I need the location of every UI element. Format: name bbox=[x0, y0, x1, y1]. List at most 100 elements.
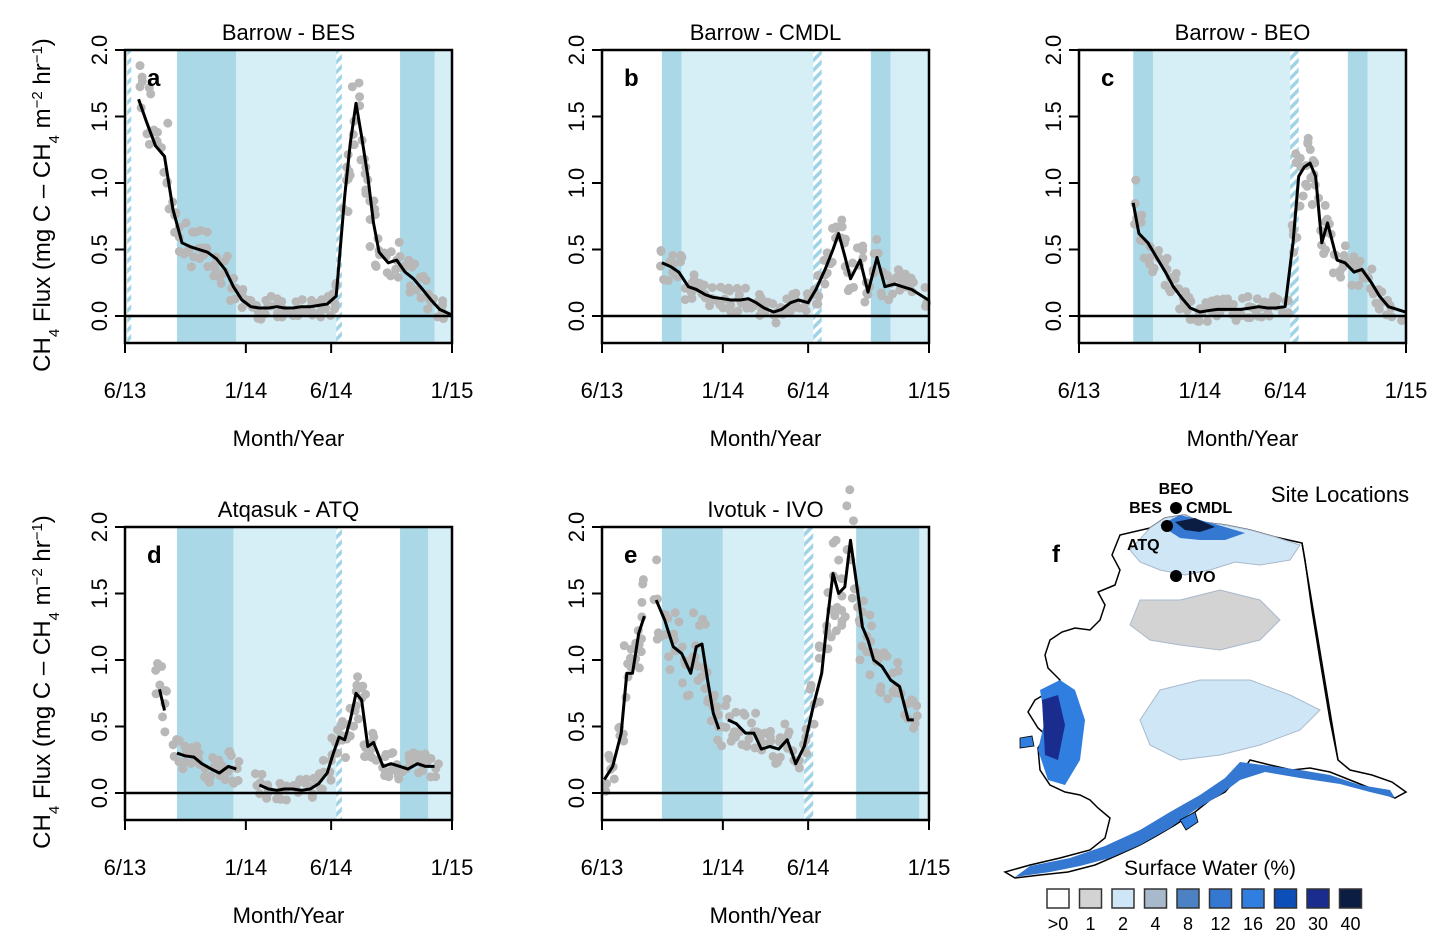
legend-swatch bbox=[1241, 888, 1265, 909]
data-point bbox=[751, 708, 761, 718]
data-point bbox=[680, 295, 690, 305]
data-point bbox=[1367, 264, 1377, 274]
season-band-4 bbox=[890, 50, 929, 343]
data-point bbox=[895, 268, 905, 278]
data-point bbox=[137, 72, 147, 82]
data-point bbox=[707, 283, 717, 293]
data-point bbox=[144, 139, 154, 149]
season-band-5 bbox=[434, 50, 452, 343]
data-point bbox=[677, 642, 687, 652]
data-point bbox=[602, 779, 612, 789]
x-tick-label: 6/13 bbox=[1058, 378, 1101, 403]
data-point bbox=[426, 754, 436, 764]
data-point bbox=[431, 772, 441, 782]
data-point bbox=[1223, 294, 1233, 304]
data-point bbox=[1148, 267, 1158, 277]
data-point bbox=[151, 689, 161, 699]
site-marker-beo bbox=[1170, 502, 1182, 514]
data-point bbox=[438, 296, 448, 306]
data-point bbox=[209, 271, 219, 281]
data-point bbox=[353, 714, 363, 724]
data-point bbox=[1302, 181, 1312, 191]
data-point bbox=[698, 614, 708, 624]
water-interior2 bbox=[1139, 679, 1321, 761]
data-point bbox=[361, 689, 371, 699]
data-point bbox=[318, 755, 328, 765]
data-point bbox=[320, 304, 330, 314]
data-point bbox=[756, 293, 766, 303]
y-tick-label: 0.0 bbox=[87, 778, 112, 809]
legend-swatch bbox=[1208, 888, 1233, 909]
water-south bbox=[1015, 762, 1395, 877]
data-point bbox=[330, 304, 340, 314]
y-tick-label: 2.0 bbox=[564, 35, 589, 66]
data-point bbox=[151, 665, 161, 675]
y-tick-label: 0.0 bbox=[87, 301, 112, 332]
plot-frame bbox=[123, 48, 454, 345]
data-point bbox=[365, 242, 375, 252]
data-point bbox=[638, 579, 648, 589]
data-point bbox=[1320, 200, 1330, 210]
data-point bbox=[674, 617, 684, 627]
data-point bbox=[713, 735, 723, 745]
water-islands bbox=[1019, 735, 1199, 831]
data-point bbox=[353, 672, 363, 682]
data-point bbox=[677, 252, 687, 262]
data-point bbox=[252, 781, 262, 791]
series-line-0 bbox=[661, 232, 930, 314]
data-point bbox=[1263, 307, 1273, 317]
data-point bbox=[665, 665, 675, 675]
data-point bbox=[837, 222, 847, 232]
x-axis-label: Month/Year bbox=[233, 426, 345, 451]
data-point bbox=[721, 722, 731, 732]
data-point bbox=[848, 258, 858, 268]
data-point bbox=[809, 719, 819, 729]
y-tick-label: 0.5 bbox=[564, 234, 589, 265]
data-point bbox=[1202, 316, 1212, 326]
data-point bbox=[370, 260, 380, 270]
data-point bbox=[876, 288, 886, 298]
data-point bbox=[393, 770, 403, 780]
panel-letter: a bbox=[147, 65, 161, 92]
y-tick-label: 0.0 bbox=[564, 778, 589, 809]
series-line-0 bbox=[1131, 161, 1406, 314]
map-legend: >0 1 2 4 8 12 16 20 30 40 bbox=[1046, 888, 1363, 934]
map-panel-letter: f bbox=[1052, 541, 1061, 568]
svg-text:CH4 Flux (mg C – CH4 m−2 hr−1): CH4 Flux (mg C – CH4 m−2 hr−1) bbox=[29, 515, 63, 849]
plot-frame bbox=[600, 48, 931, 345]
data-point bbox=[634, 663, 644, 673]
data-point bbox=[1170, 274, 1180, 284]
data-point bbox=[181, 218, 191, 228]
y-axis-label-row2: CH4 Flux (mg C – CH4 m−2 hr−1) bbox=[29, 515, 63, 849]
site-marker-ivo bbox=[1170, 570, 1182, 582]
data-point bbox=[202, 227, 212, 237]
data-point bbox=[295, 775, 305, 785]
data-point bbox=[158, 712, 168, 722]
data-point bbox=[186, 747, 196, 757]
season-band-3 bbox=[1347, 50, 1368, 343]
legend-label: >0 bbox=[1048, 914, 1069, 931]
plot-frame bbox=[123, 525, 454, 822]
data-point bbox=[738, 708, 748, 718]
map-legend-title: Surface Water (%) bbox=[1124, 857, 1296, 880]
data-point bbox=[1162, 253, 1172, 263]
y-tick-label: 0.5 bbox=[87, 234, 112, 265]
data-point bbox=[682, 691, 692, 701]
data-point bbox=[806, 684, 816, 694]
data-point bbox=[768, 299, 778, 309]
season-band-0 bbox=[661, 50, 682, 343]
data-point bbox=[135, 61, 145, 71]
panel-letter: b bbox=[624, 65, 639, 92]
data-point bbox=[155, 680, 165, 690]
data-point bbox=[161, 686, 171, 696]
data-point bbox=[186, 262, 196, 272]
x-tick-label: 1/14 bbox=[701, 378, 744, 403]
data-point bbox=[814, 291, 824, 301]
data-point bbox=[731, 707, 741, 717]
chart-panel-d: 0.0 0.5 1.0 1.5 2.0 6/13 1/14 6/14 1/15 Atqasuk -… bbox=[87, 497, 473, 928]
data-point bbox=[180, 741, 190, 751]
data-point bbox=[834, 555, 844, 565]
data-point bbox=[186, 758, 196, 768]
chart-title: Ivotuk - IVO bbox=[707, 497, 823, 522]
